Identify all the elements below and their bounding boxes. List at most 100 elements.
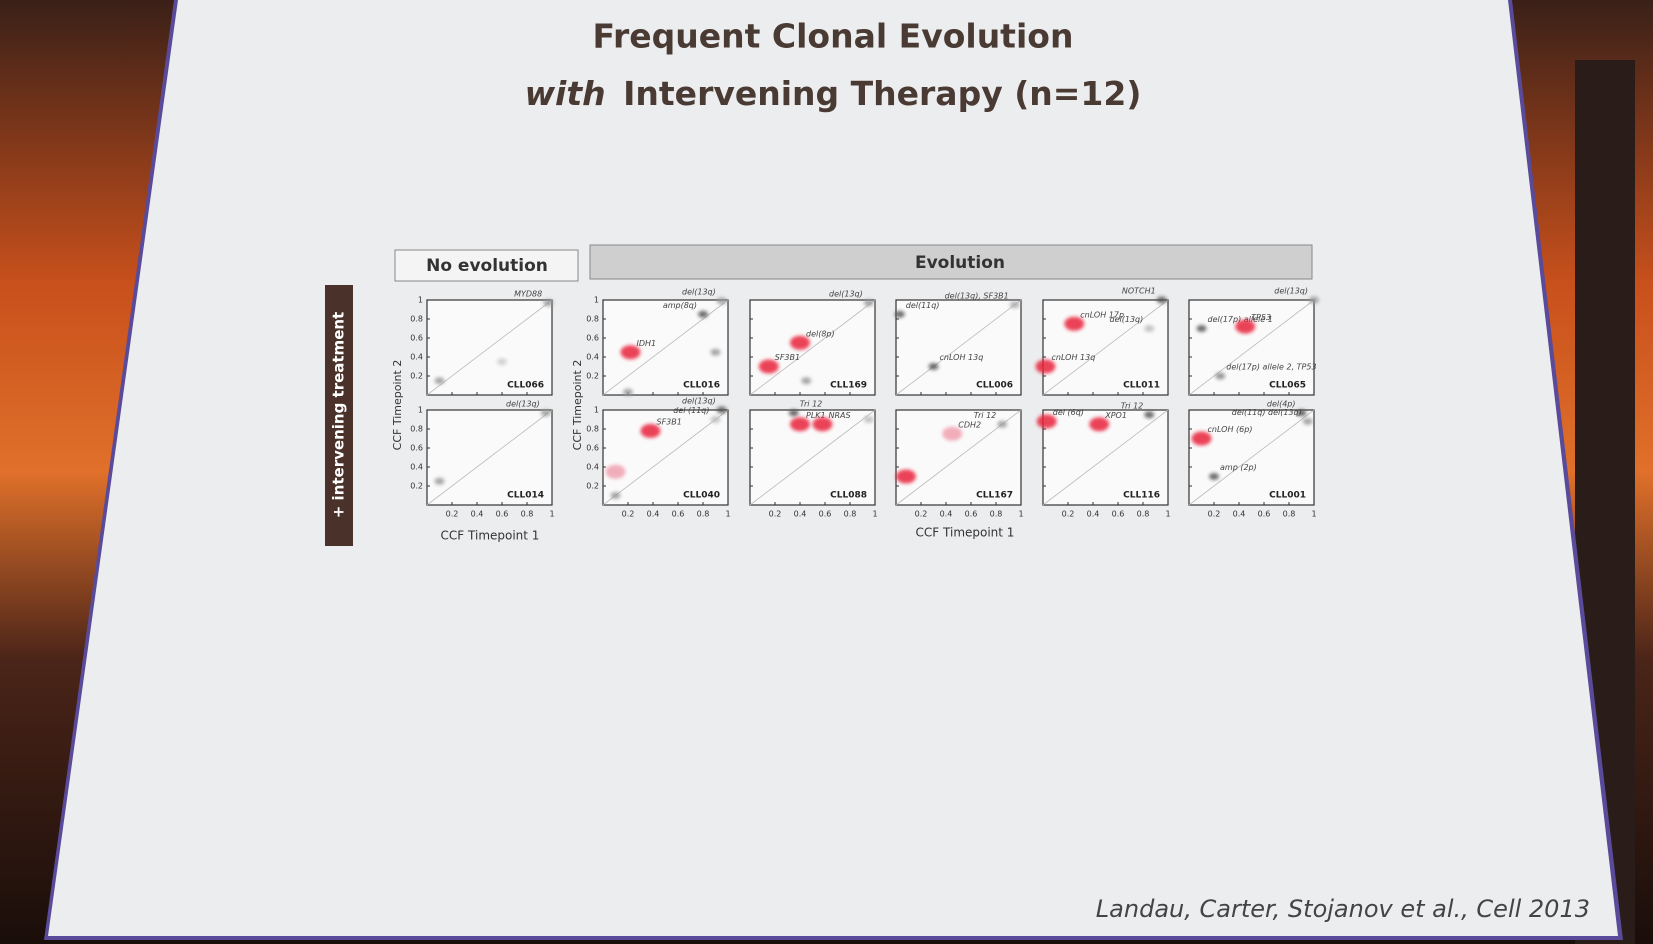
title-italic: with (525, 74, 606, 113)
y-tick-label: 0.4 (410, 353, 423, 362)
cluster (894, 310, 905, 318)
cluster (540, 409, 551, 417)
x-tick-label: 0.8 (990, 510, 1003, 519)
cluster (1036, 414, 1057, 429)
cluster (434, 377, 445, 385)
diagonal (895, 299, 1022, 396)
x-axis-label: CCF Timepoint 1 (916, 526, 1015, 540)
diagonal (749, 409, 876, 506)
cluster (543, 299, 554, 307)
cluster (605, 464, 626, 479)
cluster-label: del(11q) (906, 301, 940, 310)
cluster (716, 297, 727, 305)
cluster (997, 420, 1008, 428)
cluster-label: del(13q) (829, 289, 863, 298)
cluster-label: cnLOH 13q (1052, 353, 1096, 362)
cluster (1196, 325, 1207, 332)
y-tick-label: 0.6 (410, 444, 423, 453)
y-tick-label: 0.4 (586, 353, 599, 362)
cluster-label: del(13q), SF3B1 (945, 291, 1009, 300)
x-tick-label: 0.4 (794, 510, 807, 519)
panel-id: CLL169 (830, 381, 867, 391)
diagonal (749, 299, 876, 396)
y-tick-label: 0.2 (586, 482, 599, 491)
header-box (589, 244, 1313, 280)
x-tick-label: 1 (549, 510, 554, 519)
diagonal (602, 409, 729, 506)
panel-id: CLL167 (976, 491, 1013, 501)
diagonal (426, 299, 553, 396)
cluster-label: del (6q) (1053, 408, 1084, 417)
x-tick-label: 0.8 (1283, 510, 1296, 519)
cluster (710, 348, 721, 356)
cluster (716, 406, 727, 414)
y-tick-label: 0.6 (410, 334, 423, 343)
x-tick-label: 0.4 (940, 510, 953, 519)
cluster (863, 416, 874, 423)
y-tick-label: 1 (418, 296, 423, 305)
cluster (620, 345, 641, 360)
x-axis-label: CCF Timepoint 1 (441, 529, 540, 543)
cluster-label: amp(8q) (663, 301, 697, 310)
cluster-label: del(17p) allele 2, TP53 (1226, 363, 1316, 372)
cluster (1309, 296, 1319, 304)
cluster (434, 477, 445, 485)
cluster-label: del(13q) (682, 397, 716, 406)
panel-id: CLL066 (507, 381, 544, 391)
cluster (1089, 417, 1110, 432)
panel-id: CLL011 (1123, 381, 1160, 391)
x-tick-label: 0.6 (1258, 510, 1271, 519)
diagonal (1042, 299, 1169, 396)
cluster (1191, 431, 1212, 446)
cluster (1296, 409, 1307, 417)
cluster (812, 417, 833, 432)
x-tick-label: 0.8 (1137, 510, 1150, 519)
cluster (640, 423, 661, 438)
header: No evolution (426, 256, 548, 276)
cluster (758, 359, 779, 374)
y-tick-label: 1 (594, 406, 599, 415)
x-tick-label: 0.4 (1233, 510, 1246, 519)
cluster-label: SF3B1 (657, 417, 682, 426)
cluster (1156, 296, 1167, 304)
cluster-label: Tri 12 (974, 411, 997, 420)
title-rest: Intervening Therapy (n=12) (623, 74, 1141, 113)
x-tick-label: 0.2 (622, 510, 635, 519)
panel-id: CLL006 (976, 381, 1013, 391)
y-tick-label: 0.8 (586, 425, 599, 434)
x-tick-label: 0.2 (915, 510, 928, 519)
cluster-label: del(13q) (1110, 315, 1144, 324)
cluster-label: cnLOH (6p) (1208, 425, 1253, 434)
cluster (928, 363, 939, 370)
panel-id: CLL116 (1123, 491, 1160, 501)
cluster-label: Tri 12 (800, 399, 823, 408)
x-tick-label: 0.6 (672, 510, 685, 519)
y-tick-label: 1 (594, 296, 599, 305)
cluster-label: amp (2p) (1220, 463, 1257, 472)
y-tick-label: 0.2 (586, 372, 599, 381)
y-tick-label: 0.8 (410, 315, 423, 324)
cluster (1144, 325, 1155, 332)
cluster (1035, 359, 1056, 374)
y-tick-label: 0.8 (586, 315, 599, 324)
x-tick-label: 0.8 (844, 510, 857, 519)
cluster-label: del(13q) (682, 287, 716, 296)
panel-id: CLL088 (830, 491, 867, 501)
cluster (623, 388, 633, 396)
x-tick-label: 0.6 (1112, 510, 1125, 519)
title: with Intervening Therapy (n=12) (525, 74, 1142, 113)
x-tick-label: 1 (1165, 510, 1170, 519)
cluster (1209, 473, 1219, 480)
x-tick-label: 0.2 (1062, 510, 1075, 519)
panel-id: CLL001 (1269, 491, 1306, 501)
cluster-label: NRAS (829, 411, 851, 420)
x-tick-label: 0.2 (769, 510, 782, 519)
cluster (1064, 316, 1085, 331)
row-label: + intervening treatment (330, 312, 348, 518)
panel-id: CLL040 (683, 491, 720, 501)
y-tick-label: 0.4 (586, 463, 599, 472)
x-tick-label: 1 (872, 510, 877, 519)
diagonal (1188, 299, 1315, 396)
y-tick-label: 1 (418, 406, 423, 415)
